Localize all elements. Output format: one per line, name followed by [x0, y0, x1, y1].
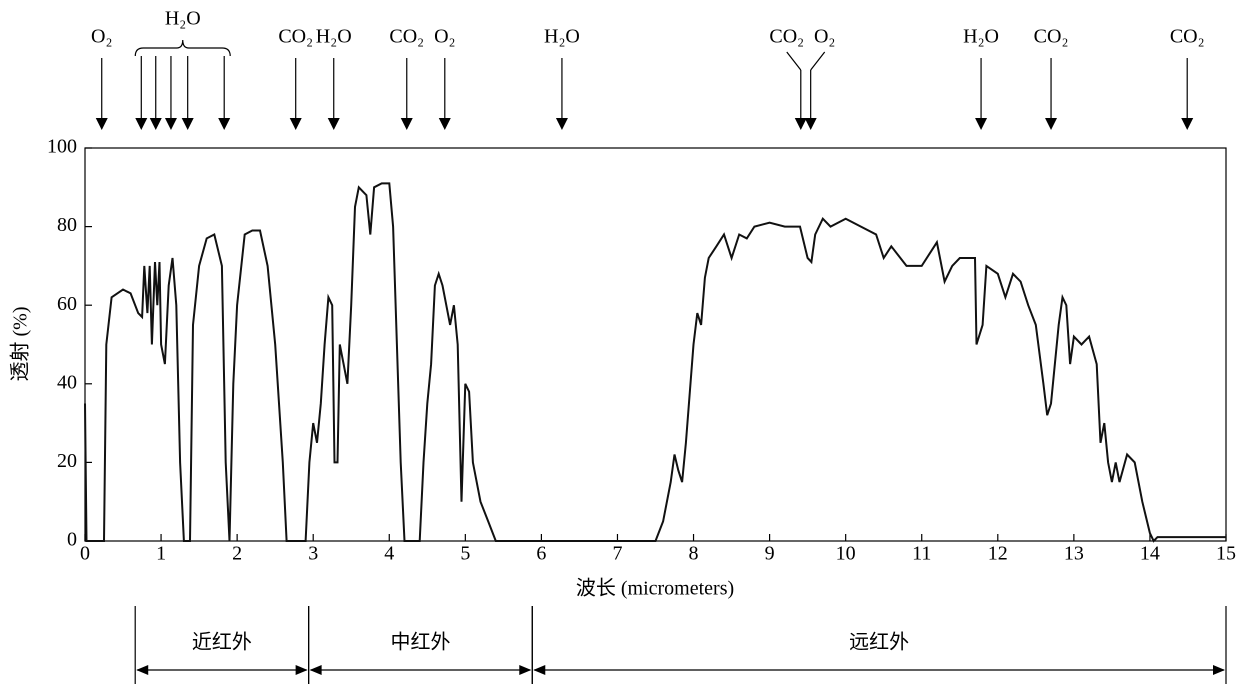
- y-tick-label: 100: [47, 136, 77, 158]
- region-label: 中红外: [390, 631, 450, 654]
- arrow-head: [149, 118, 162, 130]
- arrow-head: [1045, 118, 1058, 130]
- x-tick-label: 11: [912, 543, 931, 565]
- x-tick-label: 0: [80, 543, 90, 565]
- region-label: 近红外: [192, 631, 252, 654]
- arrow-head: [136, 665, 149, 675]
- arrow-head: [438, 118, 451, 130]
- x-tick-label: 4: [384, 543, 394, 565]
- x-tick-label: 12: [988, 543, 1008, 565]
- absorption-label: O₂: [434, 26, 455, 48]
- arrow-head: [309, 665, 322, 675]
- x-tick-label: 6: [536, 543, 546, 565]
- x-tick-label: 1: [156, 543, 166, 565]
- y-tick-label: 80: [57, 214, 77, 236]
- x-tick-label: 8: [689, 543, 699, 565]
- arrow-head: [295, 665, 308, 675]
- plot-frame: [84, 147, 1227, 542]
- arrow-head: [794, 118, 807, 130]
- absorption-label: H₂O: [544, 26, 580, 48]
- arrow-head: [555, 118, 568, 130]
- leader: [786, 51, 802, 71]
- arrow-head: [289, 118, 302, 130]
- absorption-label: O₂: [91, 26, 112, 48]
- absorption-label: O₂: [814, 26, 835, 48]
- arrow-head: [400, 118, 413, 130]
- x-tick-label: 7: [612, 543, 622, 565]
- leader: [810, 51, 826, 71]
- region-label: 远红外: [849, 631, 909, 654]
- arrow-head: [95, 118, 108, 130]
- arrow-head: [327, 118, 340, 130]
- x-tick-label: 9: [765, 543, 775, 565]
- absorption-label: CO₂: [1034, 26, 1069, 48]
- absorption-label: CO₂: [389, 26, 424, 48]
- x-tick-label: 15: [1216, 543, 1236, 565]
- absorption-label: CO₂: [278, 26, 313, 48]
- x-tick-label: 5: [460, 543, 470, 565]
- x-tick-label: 10: [836, 543, 856, 565]
- absorption-label: H₂O: [316, 26, 352, 48]
- y-tick-label: 40: [57, 371, 77, 393]
- y-tick-label: 0: [67, 529, 77, 551]
- arrow-head: [218, 118, 231, 130]
- arrow-head: [804, 118, 817, 130]
- arrow-head: [181, 118, 194, 130]
- arrow-head: [975, 118, 988, 130]
- absorption-label: H₂O: [165, 8, 201, 30]
- arrow-head: [135, 118, 148, 130]
- x-tick-label: 13: [1064, 543, 1084, 565]
- y-tick-label: 60: [57, 293, 77, 315]
- arrow-head: [164, 118, 177, 130]
- absorption-label: CO₂: [769, 26, 804, 48]
- x-axis-label: 波长 (micrometers): [576, 577, 734, 600]
- absorption-label: H₂O: [963, 26, 999, 48]
- arrow-head: [519, 665, 532, 675]
- absorption-label: CO₂: [1170, 26, 1205, 48]
- arrow-head: [1181, 118, 1194, 130]
- x-tick-label: 3: [308, 543, 318, 565]
- brace: [134, 39, 231, 57]
- y-axis-label: 透射 (%): [9, 307, 32, 382]
- arrow-head: [1213, 665, 1225, 675]
- y-tick-label: 20: [57, 450, 77, 472]
- arrow-head: [533, 665, 546, 675]
- x-tick-label: 14: [1140, 543, 1160, 565]
- x-tick-label: 2: [232, 543, 242, 565]
- transmission-line: [84, 182, 1226, 543]
